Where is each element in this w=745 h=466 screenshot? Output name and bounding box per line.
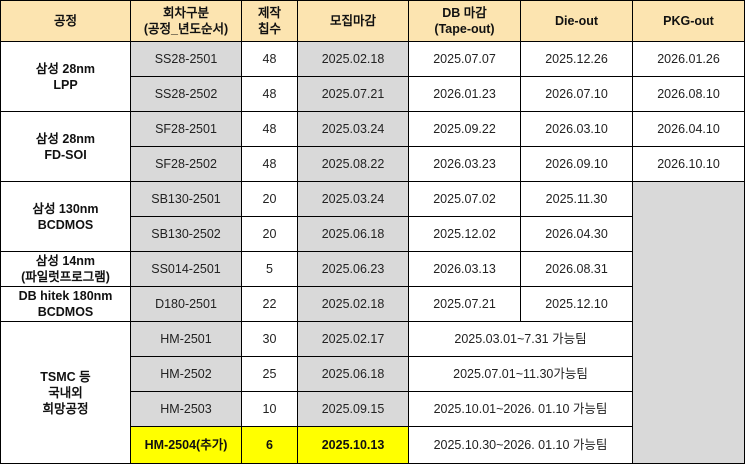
- table-row: SB130-2502 20 2025.06.18 2025.12.02 2026.04.…: [1, 216, 745, 252]
- process-name: TSMC 등 국내외 희망공정: [0, 321, 131, 464]
- db-deadline: 2025.09.22: [408, 111, 521, 147]
- round-code: HM-2504(추가): [130, 426, 242, 464]
- die-out-date: 2025.11.30: [520, 181, 633, 217]
- header-db-deadline: DB 마감 (Tape-out): [408, 0, 521, 42]
- recruit-deadline: 2025.10.13: [297, 426, 409, 464]
- chip-count: 48: [241, 76, 298, 112]
- db-deadline: 2025.12.02: [408, 216, 521, 252]
- header-process: 공정: [0, 0, 131, 42]
- table-row: TSMC 등 국내외 희망공정 HM-2501 30 2025.02.17 2025.03.…: [0, 321, 745, 464]
- round-code: HM-2501: [130, 321, 242, 357]
- header-die-out: Die-out: [520, 0, 633, 42]
- recruit-deadline: 2025.06.18: [297, 356, 409, 392]
- table-row: 삼성 28nm LPP SS28-2501 48 2025.02.18 2025.07.0…: [0, 41, 745, 112]
- round-code: SB130-2502: [130, 216, 242, 252]
- round-code: SF28-2502: [130, 146, 242, 182]
- db-deadline: 2026.03.23: [408, 146, 521, 182]
- die-out-date: 2026.03.10: [520, 111, 633, 147]
- table-row: HM-2503 10 2025.09.15 2025.10.01~2026. 01.1…: [1, 391, 745, 427]
- db-deadline: 2025.07.02: [408, 181, 521, 217]
- header-chips: 제작 칩수: [241, 0, 298, 42]
- round-code: D180-2501: [130, 286, 242, 322]
- table-row: DB hitek 180nm BCDMOS D180-2501 22 2025.02.1…: [0, 286, 745, 322]
- db-deadline: 2025.07.07: [408, 41, 521, 77]
- recruit-deadline: 2025.08.22: [297, 146, 409, 182]
- chip-count: 5: [241, 251, 298, 287]
- chip-count: 10: [241, 391, 298, 427]
- round-code: SS014-2501: [130, 251, 242, 287]
- chip-count: 22: [241, 286, 298, 322]
- process-name: 삼성 28nm LPP: [0, 41, 131, 112]
- chip-count: 6: [241, 426, 298, 464]
- round-code: HM-2503: [130, 391, 242, 427]
- header-recruit-deadline: 모집마감: [297, 0, 409, 42]
- die-out-date: 2026.04.30: [520, 216, 633, 252]
- header-row: 공정 회차구분 (공정_년도순서) 제작 칩수 모집마감 DB 마감 (Tape-out) Di…: [0, 0, 745, 42]
- process-name: 삼성 130nm BCDMOS: [0, 181, 131, 252]
- header-round: 회차구분 (공정_년도순서): [130, 0, 242, 42]
- table-row: SF28-2502 48 2025.08.22 2026.03.23 2026.09.1…: [1, 146, 745, 182]
- pkg-out-date: 2026.08.10: [632, 76, 745, 112]
- db-deadline: 2026.03.13: [408, 251, 521, 287]
- table-row: 삼성 28nm FD-SOI SF28-2501 48 2025.03.24 2025.0…: [0, 111, 745, 182]
- available-period: 2025.07.01~11.30가능팀: [408, 356, 633, 392]
- chip-count: 48: [241, 41, 298, 77]
- die-out-date: 2026.08.31: [520, 251, 633, 287]
- round-code: SS28-2502: [130, 76, 242, 112]
- table-row: HM-2502 25 2025.06.18 2025.07.01~11.30가능팀: [1, 356, 745, 392]
- available-period: 2025.03.01~7.31 가능팀: [408, 321, 633, 357]
- db-deadline: 2025.07.21: [408, 286, 521, 322]
- recruit-deadline: 2025.02.17: [297, 321, 409, 357]
- chip-count: 48: [241, 146, 298, 182]
- available-period: 2025.10.01~2026. 01.10 가능팀: [408, 391, 633, 427]
- die-out-date: 2026.07.10: [520, 76, 633, 112]
- available-period: 2025.10.30~2026. 01.10 가능팀: [408, 426, 633, 464]
- pkg-out-date: 2026.01.26: [632, 41, 745, 77]
- process-name: 삼성 28nm FD-SOI: [0, 111, 131, 182]
- table-row: SS28-2502 48 2025.07.21 2026.01.23 2026.07.1…: [1, 76, 745, 112]
- recruit-deadline: 2025.09.15: [297, 391, 409, 427]
- chip-count: 25: [241, 356, 298, 392]
- die-out-date: 2025.12.10: [520, 286, 633, 322]
- process-name: DB hitek 180nm BCDMOS: [0, 286, 131, 322]
- table-row: HM-2504(추가) 6 2025.10.13 2025.10.30~2026. 0…: [1, 426, 745, 464]
- db-deadline: 2026.01.23: [408, 76, 521, 112]
- chip-count: 30: [241, 321, 298, 357]
- table-row: 삼성 130nm BCDMOS SB130-2501 20 2025.03.24 2025…: [0, 181, 745, 464]
- die-out-date: 2026.09.10: [520, 146, 633, 182]
- recruit-deadline: 2025.03.24: [297, 181, 409, 217]
- round-code: SS28-2501: [130, 41, 242, 77]
- chip-count: 48: [241, 111, 298, 147]
- header-pkg-out: PKG-out: [632, 0, 745, 42]
- table-row: 삼성 14nm (파일럿프로그램) SS014-2501 5 2025.06.23 202…: [0, 251, 745, 287]
- chip-count: 20: [241, 216, 298, 252]
- recruit-deadline: 2025.06.23: [297, 251, 409, 287]
- pkg-out-empty: [632, 181, 745, 464]
- recruit-deadline: 2025.07.21: [297, 76, 409, 112]
- pkg-out-date: 2026.10.10: [632, 146, 745, 182]
- process-name: 삼성 14nm (파일럿프로그램): [0, 251, 131, 287]
- pkg-out-date: 2026.04.10: [632, 111, 745, 147]
- chip-count: 20: [241, 181, 298, 217]
- recruit-deadline: 2025.02.18: [297, 41, 409, 77]
- round-code: SF28-2501: [130, 111, 242, 147]
- recruit-deadline: 2025.06.18: [297, 216, 409, 252]
- round-code: HM-2502: [130, 356, 242, 392]
- die-out-date: 2025.12.26: [520, 41, 633, 77]
- round-code: SB130-2501: [130, 181, 242, 217]
- recruit-deadline: 2025.03.24: [297, 111, 409, 147]
- recruit-deadline: 2025.02.18: [297, 286, 409, 322]
